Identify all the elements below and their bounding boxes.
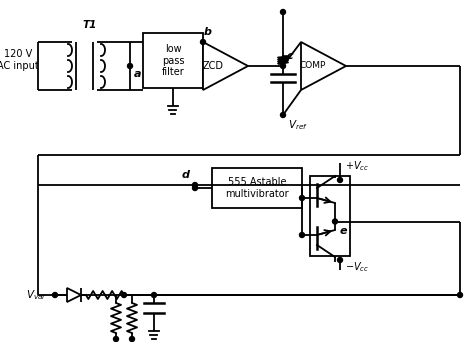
Circle shape [337, 177, 343, 183]
Circle shape [113, 337, 118, 342]
Text: b: b [204, 27, 212, 37]
Circle shape [457, 292, 463, 298]
Text: T1: T1 [83, 20, 97, 30]
Polygon shape [67, 288, 81, 302]
Polygon shape [203, 42, 248, 90]
Bar [310, 176, 350, 256]
Text: 120 V
AC input: 120 V AC input [0, 49, 39, 71]
Circle shape [121, 292, 127, 298]
Circle shape [201, 39, 206, 44]
Text: c: c [287, 51, 293, 61]
Text: $-V_{cc}$: $-V_{cc}$ [345, 260, 369, 274]
Circle shape [192, 185, 198, 190]
Bar [143, 33, 203, 88]
Circle shape [128, 64, 133, 68]
Text: low
pass
filter: low pass filter [162, 44, 184, 77]
Text: 555 Astable
multivibrator: 555 Astable multivibrator [225, 177, 289, 199]
Circle shape [129, 337, 135, 342]
Polygon shape [301, 42, 346, 90]
Text: a: a [134, 69, 142, 79]
Text: ZCD: ZCD [202, 61, 224, 71]
Text: e: e [340, 226, 347, 237]
Circle shape [332, 219, 337, 224]
Text: $+V_{cc}$: $+V_{cc}$ [345, 159, 369, 173]
Circle shape [281, 10, 285, 14]
Circle shape [192, 183, 198, 187]
Text: COMP: COMP [300, 62, 326, 70]
Circle shape [281, 113, 285, 118]
Circle shape [300, 196, 304, 200]
Bar [212, 168, 302, 208]
Circle shape [337, 258, 343, 263]
Circle shape [152, 292, 156, 298]
Circle shape [281, 64, 285, 68]
Circle shape [53, 292, 57, 298]
Text: $V_{ref}$: $V_{ref}$ [288, 118, 308, 132]
Text: d: d [182, 170, 190, 180]
Circle shape [300, 233, 304, 237]
Text: $V_{var}$: $V_{var}$ [26, 288, 47, 302]
